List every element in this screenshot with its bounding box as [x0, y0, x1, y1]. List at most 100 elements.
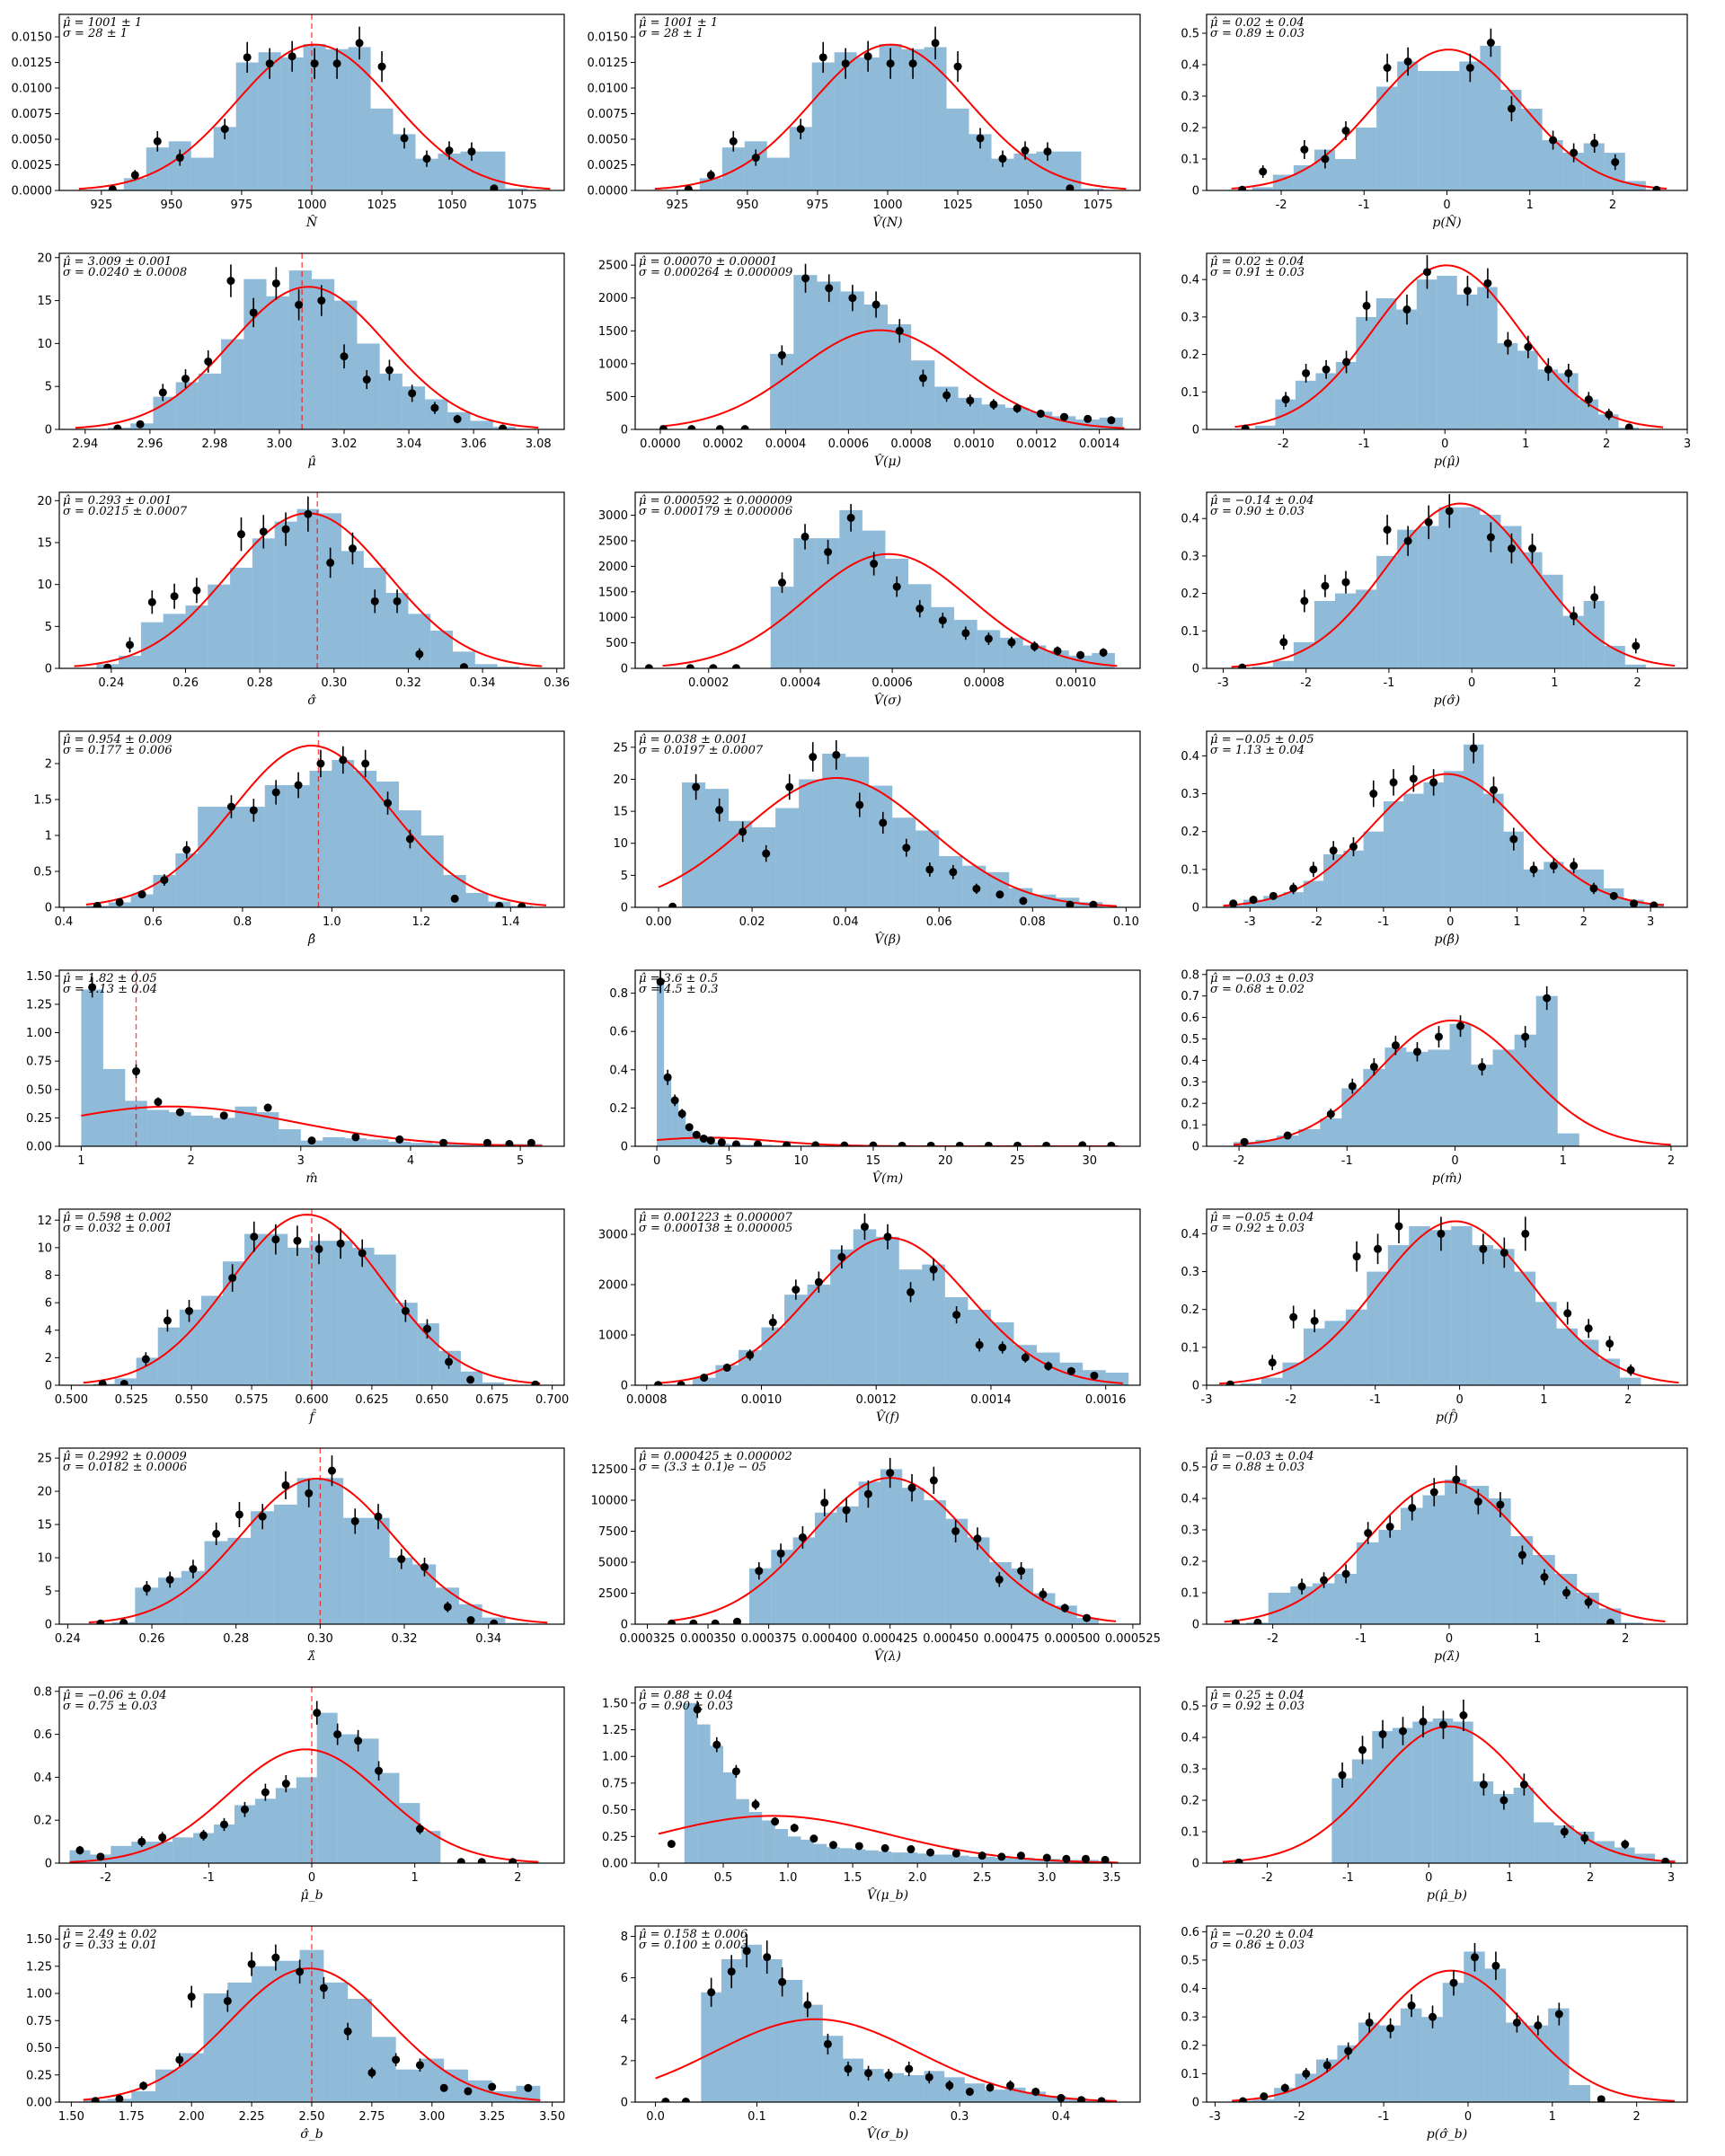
x-axis-label: μ̂_b	[300, 1888, 323, 1903]
fit-mean-annotation: μ̂ = 0.158 ± 0.006	[639, 1928, 748, 1941]
histogram-bar	[1066, 2098, 1087, 2102]
data-point	[902, 838, 911, 857]
histogram-bar	[770, 587, 794, 668]
data-point	[158, 1832, 167, 1843]
histogram-bar	[1422, 1495, 1446, 1624]
y-tick-label: 1.00	[26, 1027, 52, 1040]
histogram-bar	[343, 1517, 367, 1624]
y-tick-label: 0.1	[1181, 2068, 1199, 2081]
data-point	[1419, 1706, 1428, 1737]
x-axis-label: V̂(μ)	[874, 453, 901, 469]
plot-frame	[58, 252, 565, 430]
x-tick-label: 2.94	[72, 437, 98, 451]
y-tick-label: 5	[45, 1586, 52, 1599]
data-point	[1107, 416, 1116, 425]
data-point	[119, 1619, 128, 1624]
histogram-bar	[1345, 1309, 1367, 1385]
data-point	[137, 890, 146, 899]
data-point	[1090, 1371, 1099, 1380]
histogram-panel-23: 0.0 0.5 1.0 1.5 2.0 2.5 3.0 3.5 0.00 0.25 0.50 0.75…	[602, 1686, 1141, 1903]
histogram-bar	[830, 1249, 854, 1385]
data-point	[790, 1824, 799, 1833]
histogram-bar	[817, 281, 841, 429]
x-tick-label: 2	[514, 1871, 521, 1885]
histogram-bar	[701, 1992, 721, 2102]
histogram-bar	[203, 1993, 228, 2102]
data-point	[226, 795, 235, 818]
data-point	[722, 1363, 731, 1372]
data-point	[1456, 1015, 1465, 1038]
data-point	[467, 142, 476, 161]
data-point	[1097, 2097, 1106, 2102]
gaussian-fit-curve	[1234, 264, 1664, 429]
histogram-bar	[1503, 831, 1524, 907]
data-point	[518, 902, 526, 907]
data-point	[204, 350, 213, 373]
histogram-bar	[1376, 555, 1398, 668]
histogram-bar	[657, 981, 665, 1146]
histogram-bar	[264, 785, 288, 907]
data-point	[477, 1858, 486, 1863]
x-tick-label: 1	[1540, 1393, 1547, 1407]
data-point	[692, 1130, 701, 1139]
histogram-bar	[1514, 1271, 1536, 1385]
histogram-bar	[395, 2069, 420, 2102]
histogram-bar	[710, 1745, 723, 1863]
data-point	[681, 2098, 690, 2102]
data-point	[296, 1959, 305, 1984]
fit-mean-annotation: μ̂ = 0.000425 ± 0.000002	[639, 1450, 792, 1463]
histogram-bar	[357, 343, 380, 429]
histogram-bar	[686, 1127, 694, 1146]
y-tick-label: 0	[621, 1141, 628, 1154]
data-point	[1570, 858, 1579, 874]
x-tick-label: 0.700	[535, 1393, 569, 1407]
data-point	[147, 590, 156, 614]
histogram-bar	[784, 1294, 808, 1385]
y-tick-label: 0.5	[1181, 1954, 1199, 1967]
data-point	[319, 1976, 328, 2000]
data-point	[1302, 2068, 1311, 2080]
data-point	[1348, 1078, 1357, 1094]
histogram-bar	[296, 508, 320, 668]
fit-sigma-annotation: σ = (3.3 ± 0.1)e − 05	[639, 1461, 766, 1474]
data-point	[1584, 1319, 1593, 1339]
plot-frame	[634, 1447, 1141, 1625]
data-point	[271, 1944, 280, 1971]
histogram-bar	[891, 1852, 905, 1863]
y-tick-label: 0.4	[1181, 750, 1199, 764]
histogram-bar	[788, 1836, 801, 1863]
histogram-bar	[1526, 2025, 1549, 2102]
histogram-bar	[102, 1069, 126, 1146]
histogram-bar	[175, 853, 199, 907]
data-point	[350, 1508, 359, 1534]
y-tick-label: 0.8	[1181, 968, 1199, 982]
y-tick-label: 0.6	[1181, 1012, 1199, 1025]
histogram-bar	[1316, 2059, 1338, 2102]
data-point	[1499, 1790, 1508, 1810]
data-point	[801, 263, 810, 293]
x-axis-label: p(σ̂_b)	[1427, 2127, 1467, 2142]
histogram-bar	[367, 1139, 389, 1146]
data-point	[422, 1319, 431, 1339]
histogram-bar	[323, 1136, 345, 1146]
data-point	[405, 829, 414, 849]
data-point	[1321, 574, 1330, 597]
histogram-bar	[1335, 361, 1357, 429]
plot-frame	[634, 1208, 1141, 1386]
histogram-bar	[1295, 380, 1316, 429]
histogram-bar	[1445, 1480, 1467, 1624]
data-point	[185, 1300, 194, 1322]
data-point	[495, 901, 504, 907]
histogram-bar	[1619, 1377, 1641, 1385]
data-point	[1229, 899, 1238, 907]
histogram-bar	[1314, 600, 1335, 668]
fit-sigma-annotation: σ = 0.89 ± 0.03	[1210, 27, 1305, 40]
y-tick-label: 1500	[598, 325, 628, 339]
x-tick-label: 0.0012	[855, 1393, 897, 1407]
y-tick-label: 15	[37, 537, 52, 551]
histogram-bar	[693, 1135, 701, 1146]
fit-mean-annotation: μ̂ = 2.49 ± 0.02	[63, 1928, 157, 1941]
y-tick-label: 0.1	[1181, 154, 1199, 167]
histogram-bar	[398, 810, 421, 907]
y-tick-label: 0.3	[1181, 311, 1199, 324]
